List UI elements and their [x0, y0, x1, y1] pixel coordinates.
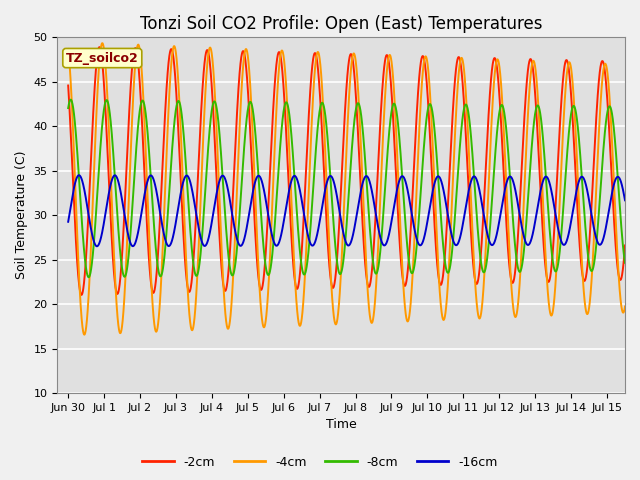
- -8cm: [277, 132, 285, 137]
- -4cm: [277, 49, 285, 55]
- -2cm: [480, 202, 488, 207]
- -8cm: [621, 260, 629, 265]
- -2cm: [621, 242, 629, 248]
- -16cm: [93, 243, 100, 249]
- Line: -2cm: -2cm: [68, 47, 625, 295]
- -4cm: [427, 99, 435, 105]
- -2cm: [77, 292, 85, 298]
- -4cm: [81, 332, 88, 337]
- -2cm: [427, 144, 435, 150]
- -4cm: [480, 279, 488, 285]
- -8cm: [166, 185, 173, 191]
- -4cm: [522, 146, 530, 152]
- -16cm: [480, 213, 488, 218]
- -8cm: [480, 269, 488, 275]
- -4cm: [399, 265, 406, 271]
- Title: Tonzi Soil CO2 Profile: Open (East) Temperatures: Tonzi Soil CO2 Profile: Open (East) Temp…: [140, 15, 543, 33]
- -8cm: [67, 97, 75, 103]
- -16cm: [166, 243, 173, 249]
- Line: -8cm: -8cm: [68, 100, 625, 277]
- -2cm: [277, 57, 285, 63]
- -16cm: [522, 240, 530, 246]
- -8cm: [85, 275, 93, 280]
- -4cm: [166, 87, 173, 93]
- -4cm: [99, 40, 106, 46]
- Legend: -2cm, -4cm, -8cm, -16cm: -2cm, -4cm, -8cm, -16cm: [138, 451, 502, 474]
- -4cm: [621, 304, 629, 310]
- Y-axis label: Soil Temperature (C): Soil Temperature (C): [15, 151, 28, 279]
- -8cm: [65, 105, 72, 111]
- -8cm: [399, 176, 406, 182]
- -2cm: [522, 86, 530, 92]
- -16cm: [277, 232, 285, 238]
- -16cm: [621, 197, 629, 203]
- -16cm: [427, 200, 435, 206]
- X-axis label: Time: Time: [326, 419, 356, 432]
- -16cm: [65, 219, 72, 225]
- -8cm: [427, 102, 435, 108]
- -16cm: [75, 172, 83, 178]
- -2cm: [166, 52, 173, 58]
- Text: TZ_soilco2: TZ_soilco2: [66, 51, 139, 65]
- -2cm: [399, 273, 406, 278]
- -2cm: [95, 44, 103, 50]
- -4cm: [65, 46, 72, 52]
- Line: -4cm: -4cm: [68, 43, 625, 335]
- Line: -16cm: -16cm: [68, 175, 625, 246]
- -8cm: [522, 221, 530, 227]
- -2cm: [65, 83, 72, 88]
- -16cm: [399, 173, 406, 179]
